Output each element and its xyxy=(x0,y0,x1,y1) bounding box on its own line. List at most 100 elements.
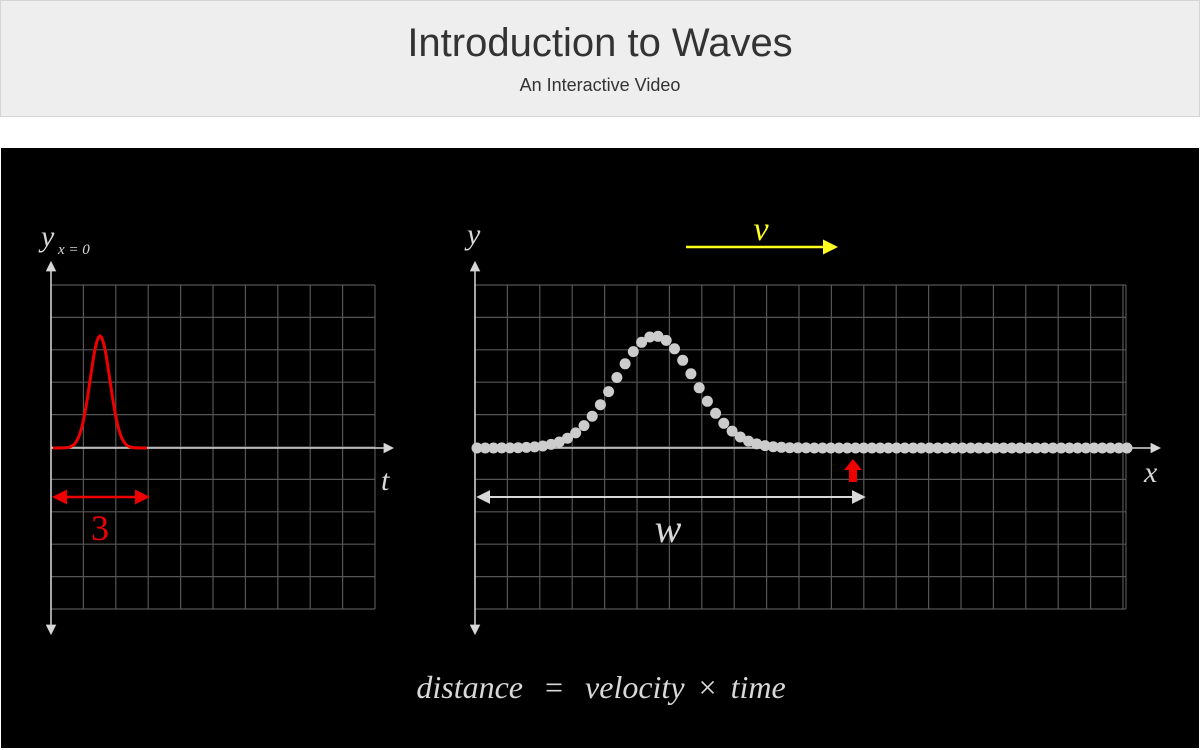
string-bead xyxy=(685,368,697,380)
string-bead xyxy=(479,442,491,454)
string-bead xyxy=(520,441,532,453)
equation-rhs-velocity: velocity xyxy=(585,669,685,705)
position-marker-arrow[interactable] xyxy=(844,459,862,482)
string-bead xyxy=(956,442,968,454)
string-bead xyxy=(767,441,779,453)
page-subtitle: An Interactive Video xyxy=(519,75,681,95)
string-bead xyxy=(751,438,763,450)
string-bead xyxy=(693,382,705,394)
string-bead xyxy=(817,442,829,454)
string-bead xyxy=(800,442,812,454)
string-bead xyxy=(891,442,903,454)
string-bead xyxy=(1121,442,1133,454)
string-bead xyxy=(1014,442,1026,454)
string-bead xyxy=(734,431,746,443)
equation-rhs-time: time xyxy=(731,669,786,705)
string-bead xyxy=(1055,442,1067,454)
string-beads xyxy=(471,330,1133,454)
equation-times: × xyxy=(699,669,717,705)
string-bead xyxy=(710,407,722,419)
string-bead xyxy=(940,442,952,454)
string-bead xyxy=(726,425,738,437)
page-header: Introduction to Waves An Interactive Vid… xyxy=(0,0,1200,117)
string-bead xyxy=(1031,442,1042,454)
string-bead xyxy=(669,343,680,355)
string-bead xyxy=(866,442,878,454)
string-bead xyxy=(504,442,516,454)
equation-lhs: distance xyxy=(416,669,523,705)
left-y-subscript: x = 0 xyxy=(57,242,90,258)
string-bead xyxy=(973,442,985,454)
string-bead xyxy=(924,442,935,454)
string-bead xyxy=(1105,442,1116,454)
left-width-label: 3 xyxy=(91,508,109,548)
string-bead xyxy=(948,442,960,454)
equation-equals: = xyxy=(545,669,563,705)
left-pulse-curve xyxy=(53,334,147,450)
left-grid xyxy=(50,284,376,610)
string-bead xyxy=(981,442,993,454)
string-bead xyxy=(578,420,590,432)
equation: distance = velocity × time xyxy=(416,669,785,705)
string-bead xyxy=(1063,442,1075,454)
left-t-label: t xyxy=(381,464,390,497)
string-bead xyxy=(471,442,483,454)
page-title: Introduction to Waves xyxy=(407,21,793,65)
string-bead xyxy=(594,399,606,411)
string-bead xyxy=(570,427,582,439)
string-bead xyxy=(1080,442,1092,454)
string-bead xyxy=(932,442,944,454)
string-bead xyxy=(899,442,911,454)
right-grid xyxy=(474,284,1127,610)
left-y-label: y xyxy=(38,220,55,253)
right-x-label: x xyxy=(1143,456,1158,489)
string-bead xyxy=(841,442,853,454)
string-bead xyxy=(1022,442,1034,454)
string-bead xyxy=(611,372,623,383)
string-bead xyxy=(858,442,870,454)
string-bead xyxy=(1088,442,1100,454)
string-bead xyxy=(562,432,573,444)
string-bead xyxy=(537,440,549,452)
string-bead xyxy=(603,386,615,398)
string-bead xyxy=(496,442,508,454)
string-bead xyxy=(1039,442,1051,454)
right-plot: v w y x xyxy=(464,211,1162,636)
right-y-label: y xyxy=(464,218,481,251)
string-bead xyxy=(1006,442,1018,454)
string-bead xyxy=(915,442,927,454)
string-bead xyxy=(718,417,730,429)
string-bead xyxy=(512,442,524,454)
wave-animation: y x = 0 t 3 v w y x distance = velocity … xyxy=(38,211,1162,705)
distance-label: w xyxy=(655,506,682,551)
string-bead xyxy=(1047,442,1059,454)
string-bead xyxy=(660,334,672,346)
string-bead xyxy=(1096,442,1108,454)
string-bead xyxy=(965,442,977,454)
string-bead xyxy=(1113,442,1125,454)
string-bead xyxy=(989,442,1001,454)
string-bead xyxy=(759,440,771,452)
string-bead xyxy=(874,442,886,454)
string-bead xyxy=(784,442,796,454)
string-bead xyxy=(586,410,598,422)
string-bead xyxy=(882,442,894,454)
left-plot: y x = 0 t 3 xyxy=(38,220,395,636)
string-bead xyxy=(825,442,837,454)
string-bead xyxy=(652,330,664,342)
string-bead xyxy=(808,442,820,454)
string-bead xyxy=(833,442,845,454)
string-bead xyxy=(998,442,1010,454)
string-bead xyxy=(775,441,787,453)
string-bead xyxy=(907,442,919,454)
string-bead xyxy=(850,442,861,454)
string-bead xyxy=(792,442,804,454)
string-bead xyxy=(553,436,565,448)
string-bead xyxy=(677,354,689,366)
video-stage[interactable]: y x = 0 t 3 v w y x distance = velocity … xyxy=(1,148,1199,748)
string-bead xyxy=(627,346,639,358)
string-bead xyxy=(701,395,713,407)
string-bead xyxy=(488,442,499,454)
velocity-label: v xyxy=(753,211,769,248)
string-bead xyxy=(529,441,541,453)
